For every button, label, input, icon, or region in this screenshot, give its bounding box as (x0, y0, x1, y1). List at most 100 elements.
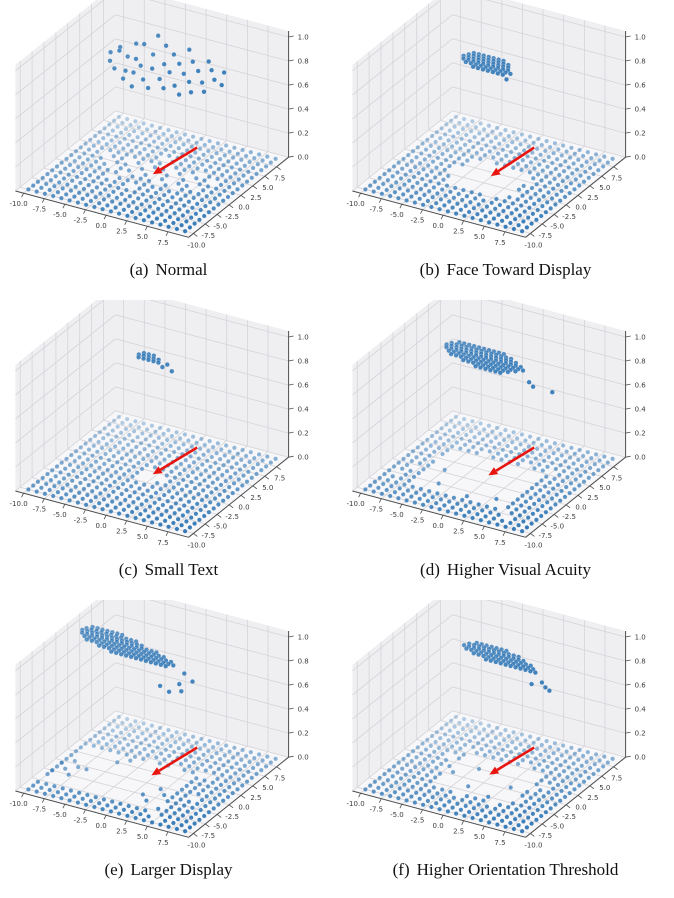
svg-text:5.0: 5.0 (137, 833, 148, 841)
svg-text:-7.5: -7.5 (538, 232, 552, 240)
svg-text:0.0: 0.0 (238, 503, 249, 511)
svg-text:0.4: 0.4 (635, 406, 647, 414)
svg-text:-10.0: -10.0 (524, 541, 542, 549)
floor-points (363, 714, 615, 834)
svg-text:-5.0: -5.0 (550, 522, 564, 530)
svg-text:-2.5: -2.5 (74, 517, 88, 525)
caption-text: Higher Orientation Threshold (416, 860, 619, 879)
cloud-points (461, 50, 513, 82)
svg-text:0.8: 0.8 (635, 58, 646, 66)
arrow-annotation (152, 446, 198, 475)
caption-text: Higher Visual Acuity (446, 560, 591, 579)
svg-text:7.5: 7.5 (611, 775, 622, 783)
subplot-a: -10.0 -7.5 -5.0 -2.5 0.0 2.5 5.0 7.5 -10.0 -7.5 -5… (0, 0, 337, 300)
cloud-points (79, 624, 195, 695)
svg-text:7.5: 7.5 (274, 175, 285, 183)
svg-text:0.2: 0.2 (298, 730, 309, 738)
svg-text:-7.5: -7.5 (538, 832, 552, 840)
svg-text:-5.0: -5.0 (53, 511, 67, 519)
svg-text:1.0: 1.0 (298, 34, 309, 42)
cloud-points (107, 33, 227, 98)
caption-text: Small Text (144, 560, 219, 579)
svg-text:0.4: 0.4 (298, 406, 310, 414)
svg-text:-10.0: -10.0 (187, 841, 205, 849)
caption-index: (e) (104, 860, 124, 879)
caption-text: Face Toward Display (446, 260, 592, 279)
subplot-caption-e: (e) Larger Display (105, 860, 233, 880)
svg-text:7.5: 7.5 (274, 775, 285, 783)
svg-text:5.0: 5.0 (474, 233, 485, 241)
subplot-c: -10.0 -7.5 -5.0 -2.5 0.0 2.5 5.0 7.5 -10.0 -7.5 -5… (0, 300, 337, 600)
tick-labels: -10.0-7.5-5.0-2.50.02.55.07.5 -10.0-7.5-5… (10, 334, 310, 550)
svg-text:0.0: 0.0 (298, 454, 309, 462)
svg-text:2.5: 2.5 (587, 794, 598, 802)
svg-text:0.8: 0.8 (298, 58, 309, 66)
plot-3d-scatter-b: -10.0-7.5-5.0-2.50.02.55.07.5 -10.0-7.5-5… (347, 0, 646, 249)
svg-text:2.5: 2.5 (250, 194, 261, 202)
svg-text:7.5: 7.5 (494, 839, 505, 847)
svg-text:1.0: 1.0 (635, 634, 646, 642)
svg-text:-10.0: -10.0 (10, 800, 28, 808)
svg-text:2.5: 2.5 (587, 494, 598, 502)
svg-text:-7.5: -7.5 (201, 532, 215, 540)
svg-text:0.6: 0.6 (298, 382, 310, 390)
svg-text:-10.0: -10.0 (524, 841, 542, 849)
svg-text:0.0: 0.0 (96, 522, 107, 530)
svg-text:-7.5: -7.5 (32, 506, 46, 514)
svg-text:0.0: 0.0 (635, 754, 646, 762)
svg-text:-7.5: -7.5 (369, 806, 383, 814)
svg-text:-10.0: -10.0 (10, 200, 28, 208)
subplot-b: -10.0 -7.5 -5.0 -2.5 0.0 2.5 5.0 7.5 -10.0 -7.5 -5… (337, 0, 674, 300)
svg-text:7.5: 7.5 (157, 539, 168, 547)
caption-index: (c) (118, 560, 138, 579)
svg-text:-7.5: -7.5 (201, 832, 215, 840)
svg-text:0.4: 0.4 (298, 106, 310, 114)
svg-text:0.0: 0.0 (575, 203, 586, 211)
svg-text:2.5: 2.5 (453, 228, 464, 236)
tick-labels: -10.0-7.5-5.0-2.50.02.55.07.5 -10.0-7.5-5… (347, 334, 647, 550)
subplot-caption-f: (f) Higher Orientation Threshold (393, 860, 619, 880)
svg-text:0.8: 0.8 (635, 658, 646, 666)
plot-3d-scatter-c: -10.0-7.5-5.0-2.50.02.55.07.5 -10.0-7.5-5… (10, 300, 310, 550)
svg-text:0.0: 0.0 (238, 203, 249, 211)
svg-text:-5.0: -5.0 (390, 811, 404, 819)
svg-text:0.8: 0.8 (298, 658, 309, 666)
subplot-caption-c: (c) Small Text (119, 560, 218, 580)
svg-text:2.5: 2.5 (250, 494, 261, 502)
svg-text:1.0: 1.0 (298, 334, 309, 342)
tick-labels: -10.0-7.5-5.0-2.50.02.55.07.5 -10.0-7.5-5… (10, 634, 310, 850)
svg-text:0.2: 0.2 (635, 430, 646, 438)
svg-text:-7.5: -7.5 (201, 232, 215, 240)
grid-lines (15, 300, 289, 534)
svg-text:0.2: 0.2 (298, 430, 309, 438)
svg-text:0.0: 0.0 (96, 222, 107, 230)
svg-text:5.0: 5.0 (137, 233, 148, 241)
svg-text:-2.5: -2.5 (225, 213, 239, 221)
svg-text:7.5: 7.5 (274, 475, 285, 483)
svg-text:-10.0: -10.0 (187, 241, 205, 249)
svg-text:-2.5: -2.5 (411, 817, 425, 825)
svg-text:2.5: 2.5 (250, 794, 261, 802)
svg-text:0.8: 0.8 (635, 358, 646, 366)
svg-text:-7.5: -7.5 (32, 806, 46, 814)
svg-text:0.0: 0.0 (433, 522, 444, 530)
svg-text:7.5: 7.5 (157, 239, 168, 247)
svg-text:1.0: 1.0 (298, 634, 309, 642)
arrow-annotation (488, 446, 535, 476)
svg-text:-7.5: -7.5 (369, 506, 383, 514)
caption-text: Normal (155, 260, 208, 279)
grid-lines (352, 0, 626, 234)
svg-text:0.6: 0.6 (298, 682, 310, 690)
svg-text:5.0: 5.0 (262, 484, 273, 492)
svg-text:-10.0: -10.0 (187, 541, 205, 549)
svg-text:0.0: 0.0 (298, 754, 309, 762)
svg-text:-2.5: -2.5 (562, 513, 576, 521)
svg-text:-5.0: -5.0 (53, 811, 67, 819)
cloud-points (461, 640, 552, 694)
caption-text: Larger Display (130, 860, 233, 879)
arrow-annotation (151, 746, 198, 776)
svg-text:5.0: 5.0 (262, 784, 273, 792)
svg-text:0.2: 0.2 (635, 730, 646, 738)
